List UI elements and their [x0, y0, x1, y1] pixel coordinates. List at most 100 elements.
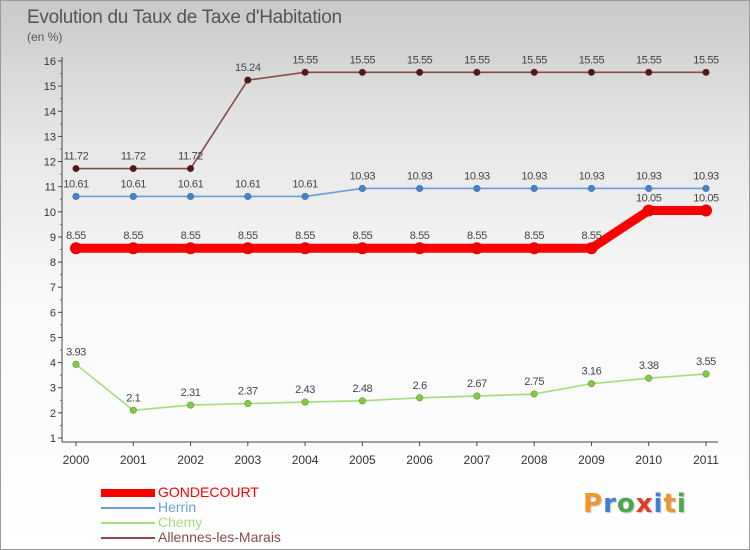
data-point	[356, 242, 369, 255]
data-point	[470, 242, 483, 255]
y-tick-label: 8	[50, 257, 56, 269]
data-label: 10.93	[521, 170, 547, 182]
data-point	[244, 76, 252, 84]
y-tick-label: 3	[50, 383, 56, 395]
data-label: 15.55	[292, 54, 318, 66]
data-point	[702, 184, 710, 193]
chart-legend: GONDECOURT Herrin Chemy Allennes-les-Marais	[101, 485, 281, 545]
y-tick-label: 6	[50, 307, 56, 319]
y-tick-label: 4	[50, 358, 56, 370]
data-label: 8.55	[352, 230, 372, 242]
data-point	[186, 192, 195, 201]
data-label: 8.55	[295, 230, 315, 242]
data-label: 8.55	[582, 230, 602, 242]
y-tick-label: 13	[44, 131, 56, 143]
y-tick-label: 15	[44, 81, 56, 93]
data-label: 10.93	[350, 170, 376, 182]
data-point	[645, 68, 653, 76]
data-point	[530, 390, 538, 398]
data-point	[528, 242, 541, 255]
data-label: 8.55	[410, 230, 430, 242]
data-label: 10.93	[464, 170, 490, 182]
data-point	[416, 68, 424, 76]
data-label: 10.05	[693, 193, 719, 205]
y-tick-label: 2	[50, 408, 56, 420]
data-label: 11.72	[64, 151, 89, 163]
data-point	[416, 184, 424, 193]
series-gondecourt	[70, 204, 712, 255]
data-point	[358, 184, 366, 193]
data-label: 2.43	[295, 384, 315, 396]
data-point	[642, 204, 655, 217]
data-point	[702, 68, 710, 76]
data-label: 2.75	[524, 376, 544, 388]
data-label: 3.38	[639, 360, 659, 372]
data-labels: 8.55 8.55 8.55 8.55 8.55 8.55 8.55 8.55 8.55 8.55…	[63, 54, 719, 404]
series-herrin	[72, 184, 710, 201]
data-point	[129, 406, 137, 414]
legend-item-allennes-les-marais: Allennes-les-Marais	[101, 530, 281, 545]
x-tick-label: 2004	[292, 453, 319, 467]
data-label: 8.55	[181, 230, 201, 242]
y-tick-label: 10	[44, 207, 56, 219]
data-label: 15.55	[693, 54, 719, 66]
data-point	[358, 68, 366, 76]
data-point	[587, 184, 596, 193]
legend-item-chemy: Chemy	[101, 515, 281, 530]
y-tick-label: 7	[50, 282, 56, 294]
data-point	[184, 242, 197, 255]
data-label: 15.55	[350, 54, 376, 66]
x-tick-label: 2001	[120, 453, 147, 467]
data-label: 10.93	[579, 170, 605, 182]
data-label: 2.37	[238, 386, 258, 398]
data-label: 11.72	[178, 151, 203, 163]
x-tick-label: 2000	[63, 453, 90, 467]
y-tick-label: 12	[44, 157, 56, 169]
data-point	[530, 184, 538, 193]
data-label: 8.55	[524, 230, 544, 242]
series-line-gondecourt	[71, 206, 711, 253]
series-line-herrin	[75, 187, 707, 198]
data-point	[587, 380, 596, 388]
proxiti-logo: Proxiti	[583, 489, 687, 519]
y-tick-label: 5	[50, 332, 56, 344]
x-tick-label: 2005	[349, 453, 376, 467]
y-tick-label: 1	[50, 433, 56, 445]
data-point	[72, 192, 80, 201]
data-point	[645, 184, 653, 193]
legend-swatch	[101, 521, 155, 524]
x-tick-label: 2006	[406, 453, 433, 467]
x-tick-label: 2009	[578, 453, 605, 467]
data-label: 3.93	[66, 346, 86, 358]
y-tick-label: 11	[45, 182, 56, 194]
data-point	[241, 242, 254, 255]
data-label: 8.55	[66, 230, 86, 242]
series-chemy	[72, 360, 710, 414]
data-point	[358, 397, 366, 405]
data-label: 15.55	[521, 54, 547, 66]
series-line-allennes-les-marais	[75, 71, 707, 170]
data-label: 10.61	[292, 178, 318, 190]
data-point	[72, 164, 80, 173]
series-line-chemy	[75, 363, 707, 412]
data-label: 10.05	[636, 193, 662, 205]
legend-item-gondecourt: GONDECOURT	[101, 485, 281, 500]
data-label: 2.48	[352, 383, 372, 395]
data-point	[301, 398, 309, 406]
data-point	[702, 370, 710, 378]
data-label: 3.55	[696, 356, 716, 368]
data-label: 8.55	[123, 230, 143, 242]
data-point	[186, 401, 195, 409]
x-tick-label: 2010	[635, 453, 662, 467]
data-label: 15.55	[636, 54, 662, 66]
y-tick-label: 16	[44, 56, 56, 68]
data-label: 15.55	[464, 54, 490, 66]
data-label: 10.93	[636, 170, 662, 182]
legend-swatch	[101, 536, 155, 539]
data-point	[587, 68, 596, 76]
data-point	[301, 68, 309, 76]
x-tick-label: 2003	[234, 453, 261, 467]
data-point	[473, 184, 481, 193]
